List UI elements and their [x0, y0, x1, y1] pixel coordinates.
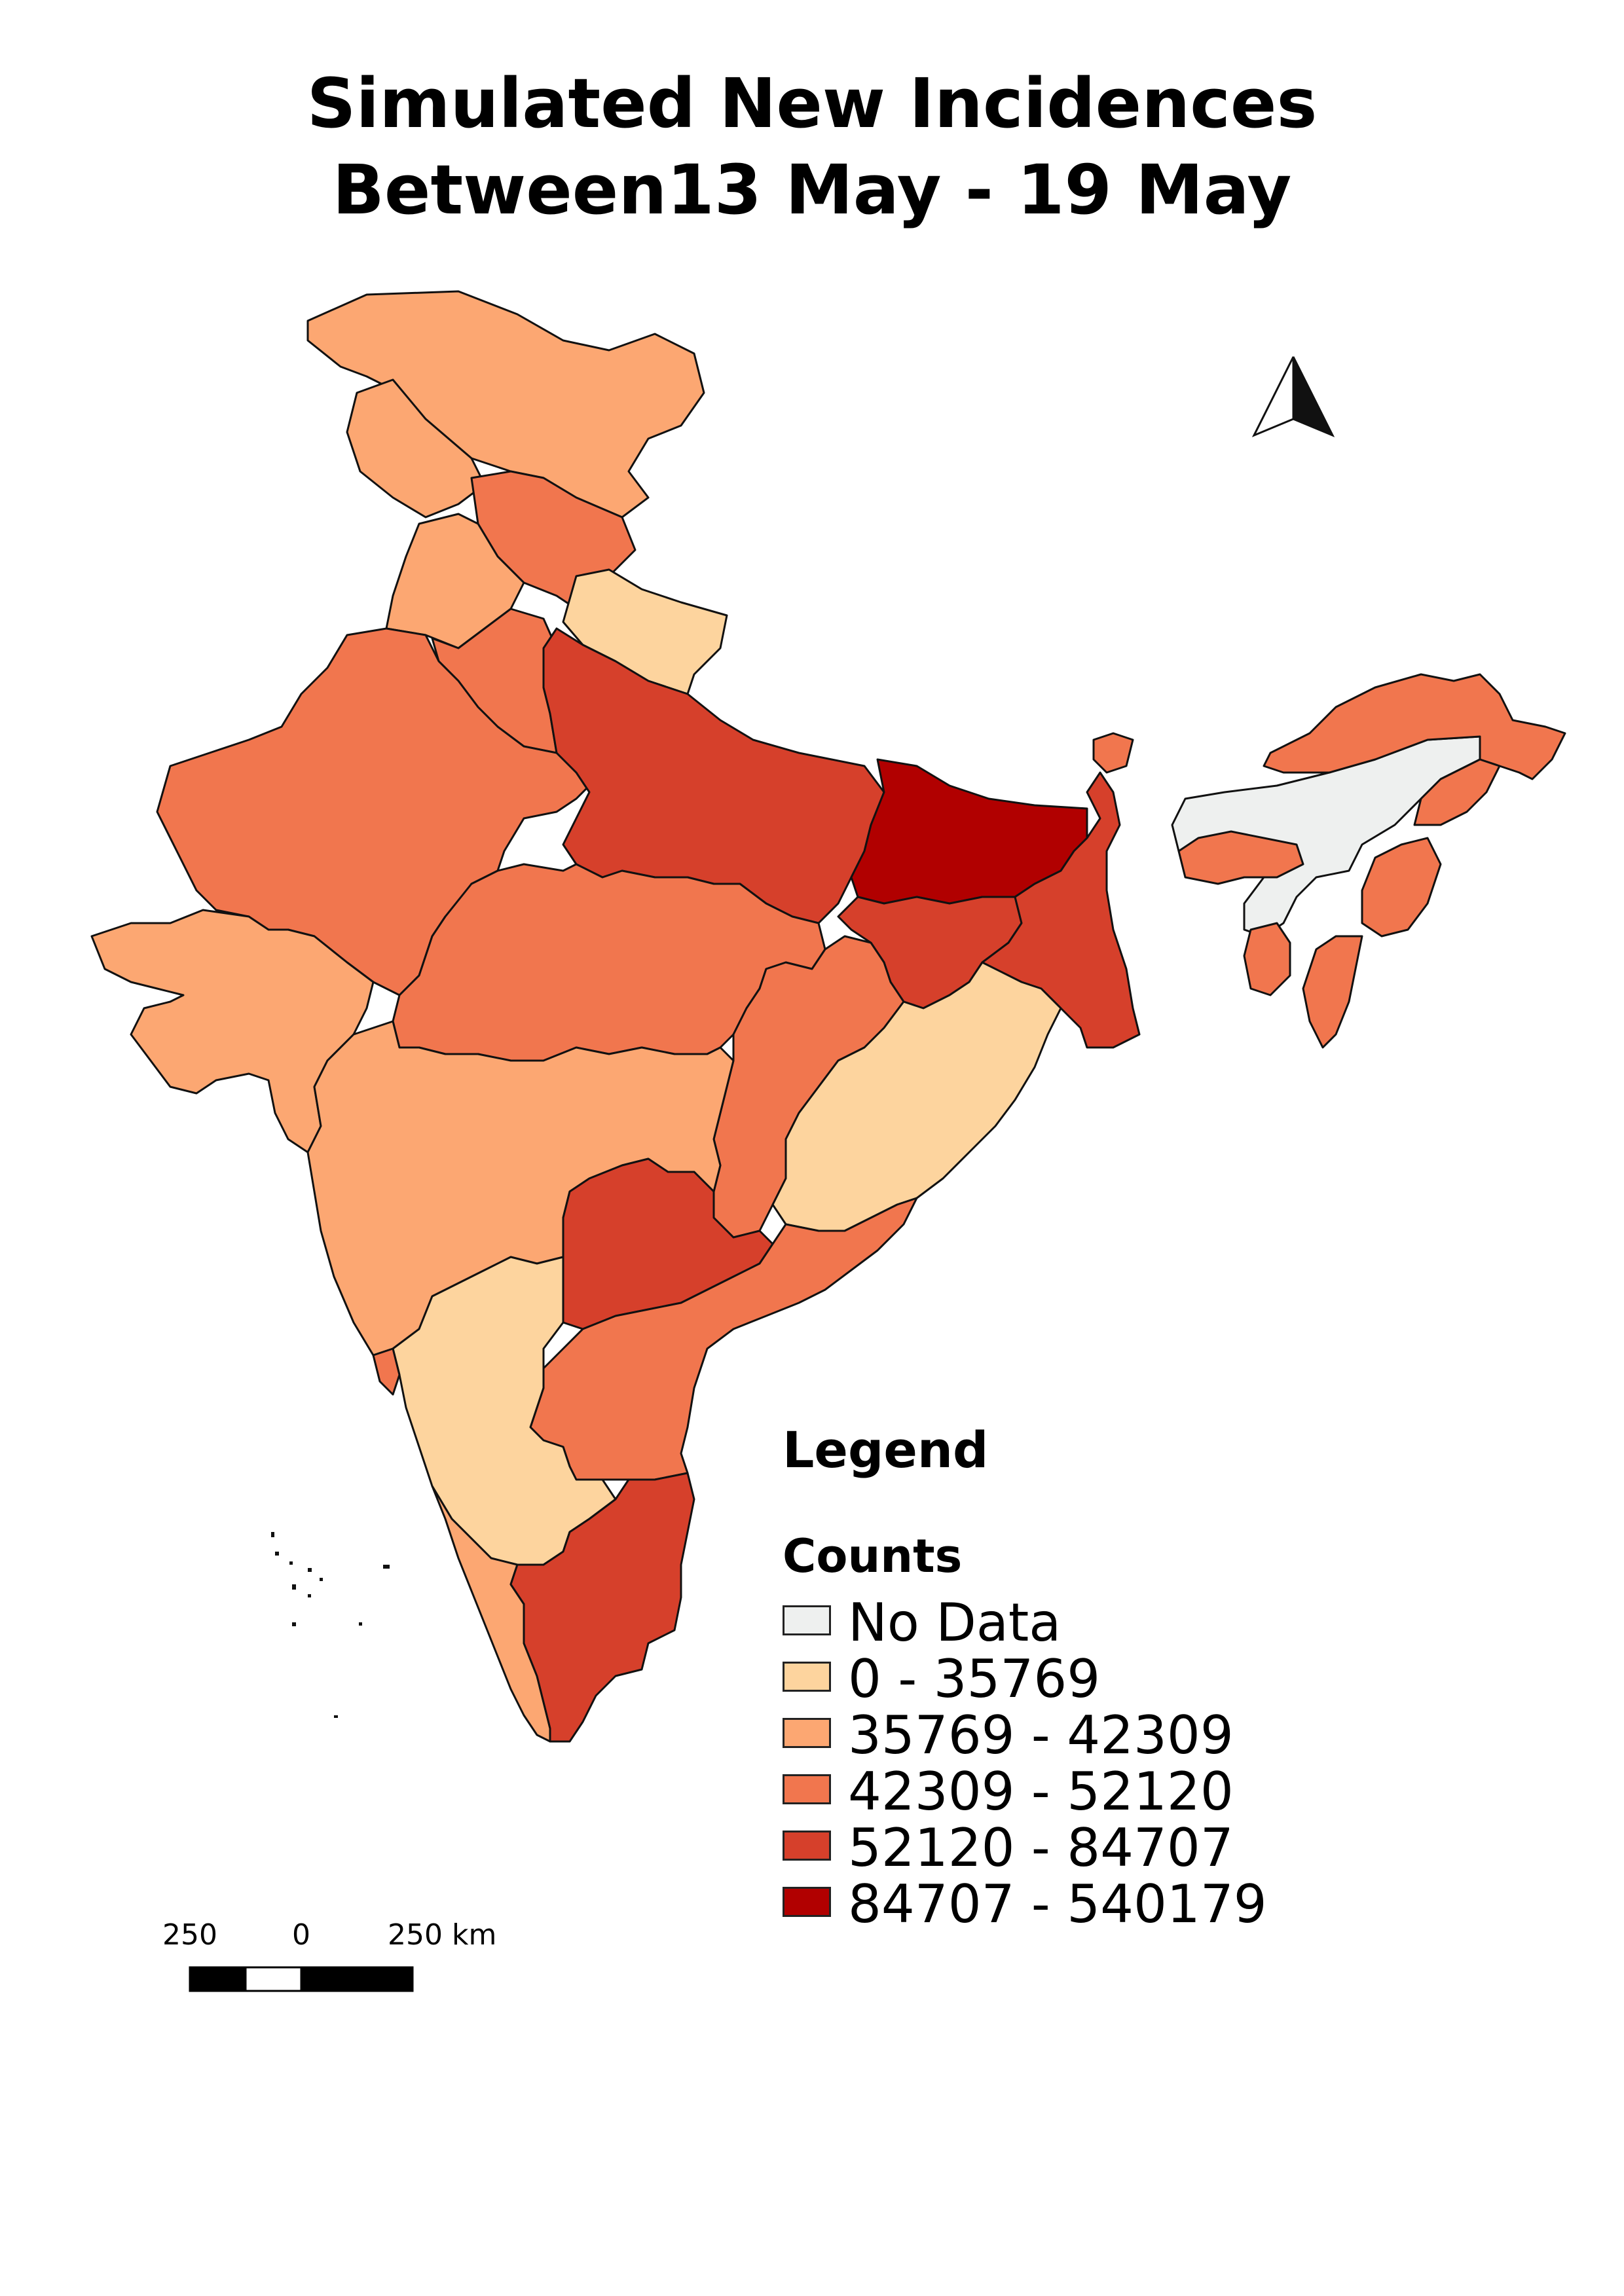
- legend-label: 84707 - 540179: [848, 1874, 1267, 1935]
- scale-label-zero: 0: [292, 1918, 310, 1952]
- map-title-line2: Between13 May - 19 May: [332, 150, 1292, 230]
- region-jammu-kashmir: [346, 378, 486, 519]
- island-markers: [271, 1532, 390, 1718]
- region-tamil-nadu: [509, 1472, 695, 1743]
- legend-swatch: [783, 1718, 831, 1748]
- legend-label: 35769 - 42309: [848, 1705, 1234, 1766]
- region-mizoram: [1302, 935, 1363, 1049]
- region-manipur: [1361, 837, 1442, 938]
- legend-item-class-5: 84707 - 540179: [783, 1876, 1568, 1933]
- legend-swatch: [783, 1887, 831, 1917]
- region-arunachal-pradesh: [1263, 673, 1566, 780]
- legend-item-class-2: 35769 - 42309: [783, 1707, 1568, 1764]
- legend-title: Legend: [783, 1421, 989, 1479]
- legend-swatch: [783, 1831, 831, 1861]
- region-west-bengal: [981, 771, 1141, 1049]
- map-title-line1: Simulated New Incidences: [306, 64, 1318, 143]
- legend-subtitle: Counts: [783, 1529, 963, 1583]
- legend-label: 52120 - 84707: [848, 1817, 1234, 1878]
- scale-label-left: 250: [162, 1918, 217, 1952]
- region-tripura: [1243, 922, 1291, 996]
- north-arrow-icon: [1251, 356, 1335, 437]
- region-nagaland: [1413, 758, 1501, 826]
- region-gujarat: [90, 909, 375, 1154]
- scale-bar: [189, 1966, 414, 1992]
- scale-label-right: 250 km: [388, 1918, 497, 1952]
- region-goa: [372, 1347, 401, 1396]
- legend-swatch: [783, 1774, 831, 1804]
- legend-swatch: [783, 1605, 831, 1635]
- legend-label: No Data: [848, 1592, 1061, 1653]
- legend-item-class-3: 42309 - 52120: [783, 1764, 1568, 1820]
- legend-item-class-1: 0 - 35769: [783, 1651, 1568, 1707]
- region-meghalaya: [1177, 830, 1304, 885]
- legend-item-no-data: No Data: [783, 1595, 1568, 1651]
- legend-label: 42309 - 52120: [848, 1761, 1234, 1822]
- legend-swatch: [783, 1662, 831, 1692]
- legend-item-class-4: 52120 - 84707: [783, 1820, 1568, 1876]
- region-sikkim: [1092, 732, 1134, 774]
- legend-label: 0 - 35769: [848, 1649, 1101, 1709]
